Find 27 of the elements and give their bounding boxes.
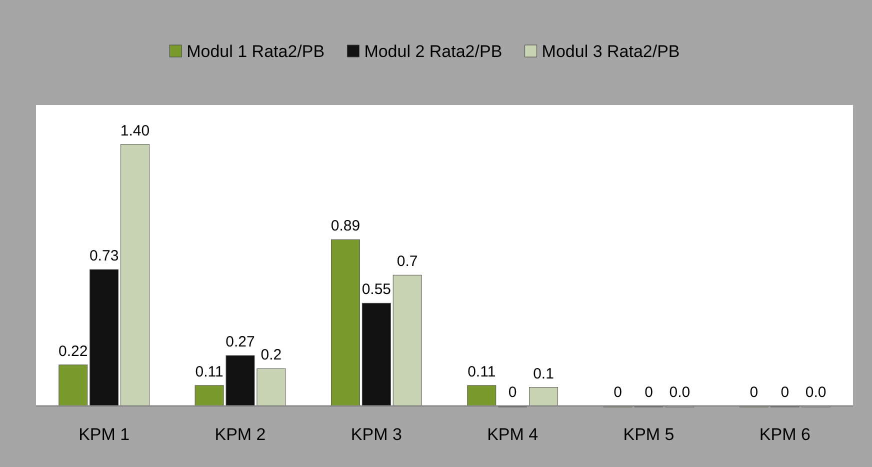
x-tick-label: KPM 3 (350, 425, 402, 444)
legend-label: Modul 1 Rata2/PB (186, 42, 325, 61)
legend-label: Modul 3 Rata2/PB (542, 42, 680, 61)
data-label: 0.89 (330, 218, 360, 235)
data-label: 0.27 (226, 334, 255, 351)
data-label: 0 (750, 384, 758, 401)
legend-label: Modul 2 Rata2/PB (364, 42, 502, 61)
x-tick-label: KPM 1 (78, 425, 130, 444)
x-tick-label: KPM 6 (759, 425, 810, 444)
data-label: 0.0 (805, 384, 826, 401)
data-label: 1.40 (120, 122, 150, 140)
x-tick-label: KPM 4 (487, 425, 538, 444)
data-label: 0.73 (89, 248, 119, 265)
data-label: 0.11 (195, 363, 224, 380)
data-label: 0.0 (669, 384, 690, 401)
data-label: 0.7 (396, 253, 418, 270)
data-label: 0 (780, 384, 790, 401)
x-tick-label: KPM 2 (214, 425, 266, 444)
data-label: 0 (644, 384, 653, 401)
data-label: 0.1 (533, 365, 554, 382)
data-label: 0.22 (58, 342, 88, 360)
data-label: 0.55 (362, 281, 392, 298)
data-label: 0 (508, 384, 517, 401)
data-label: 0.2 (260, 346, 282, 364)
x-tick-label: KPM 5 (623, 425, 674, 444)
data-label: 0 (614, 384, 622, 401)
data-label: 0.11 (468, 363, 496, 380)
